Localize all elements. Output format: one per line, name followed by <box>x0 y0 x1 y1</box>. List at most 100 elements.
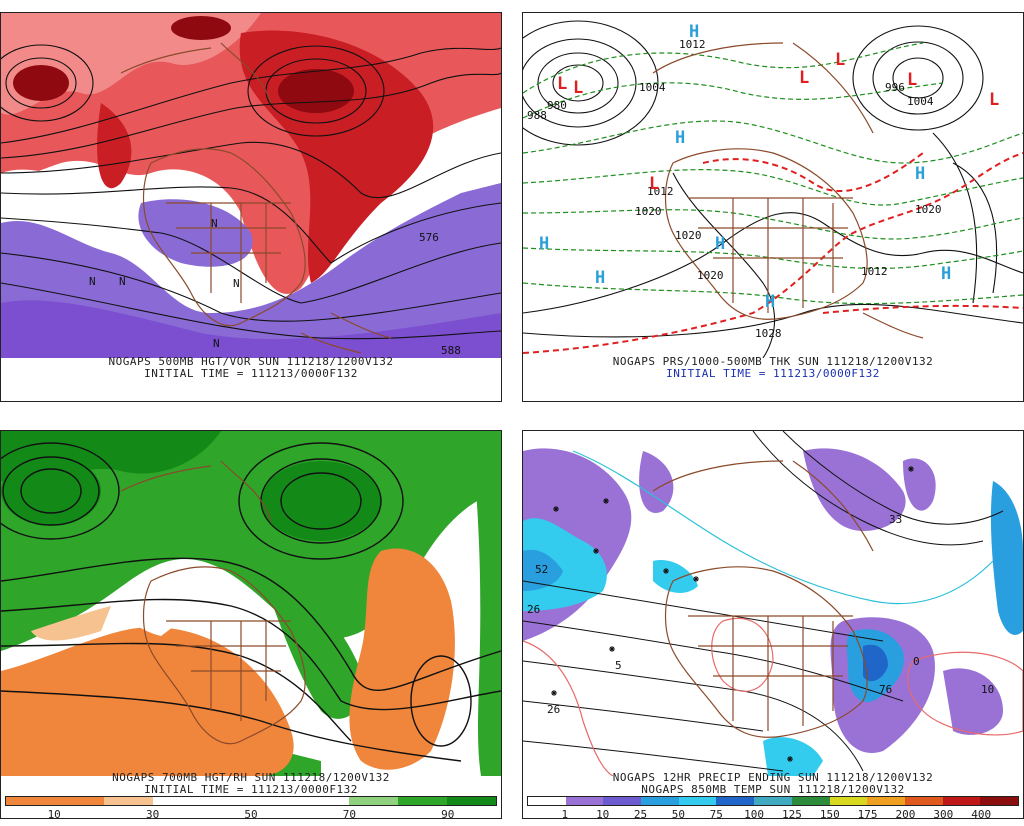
pressure-map-labels: 1012 1004 980 988 1012 1020 1020 1020 10… <box>527 22 999 340</box>
precip-legend-bar <box>527 796 1019 806</box>
isobar-label: 1020 <box>675 229 702 242</box>
high-pressure-marker: H <box>715 234 725 254</box>
legend-label: 75 <box>709 808 723 821</box>
high-pressure-marker: H <box>941 264 951 284</box>
legend-label: 150 <box>819 808 840 821</box>
legend-swatch <box>754 797 792 805</box>
legend-label: 10 <box>596 808 610 821</box>
panel-title: NOGAPS 500MB HGT/VOR SUN 111218/1200V132 <box>108 355 394 368</box>
low-pressure-marker: L <box>557 74 567 94</box>
legend-swatch <box>603 797 642 805</box>
panel-init-time: INITIAL TIME = 111213/0000F132 <box>666 367 880 380</box>
isobar-label: 1004 <box>907 95 934 108</box>
temp-label: 26 <box>527 603 540 616</box>
vorticity-map <box>1 13 501 358</box>
isobar-label: 1012 <box>679 38 706 51</box>
legend-swatch <box>153 797 202 805</box>
map-label: N <box>233 277 240 290</box>
panel-title: NOGAPS 700MB HGT/RH SUN 111218/1200V132 <box>112 771 390 784</box>
low-pressure-marker: L <box>799 68 809 88</box>
map-label: N <box>213 337 220 350</box>
panel-init-time: INITIAL TIME = 111213/0000F132 <box>144 783 358 796</box>
panel-700mb-hgt-rh: NOGAPS 700MB HGT/RH SUN 111218/1200V132 … <box>0 430 502 821</box>
legend-swatch <box>904 797 943 805</box>
legend-label: 1 <box>561 808 569 821</box>
panel-subtitle: NOGAPS 850MB TEMP SUN 111218/1200V132 <box>641 783 905 796</box>
legend-swatch <box>447 797 496 805</box>
temp-label: 33 <box>889 513 902 526</box>
isobar-label: 1028 <box>755 327 782 340</box>
humidity-map <box>1 431 501 776</box>
legend-swatch <box>716 797 755 805</box>
temp-label: 5 <box>615 659 622 672</box>
low-pressure-marker: L <box>573 78 583 98</box>
map-label: 576 <box>419 231 439 244</box>
legend-swatch <box>251 797 300 805</box>
isobar-label: 1020 <box>697 269 724 282</box>
legend-swatch <box>791 797 830 805</box>
map-label: N <box>89 275 96 288</box>
isobar-label: 1004 <box>639 81 666 94</box>
temp-label: 0 <box>913 655 920 668</box>
high-pressure-marker: H <box>689 22 699 42</box>
precip-legend: 1 10 25 50 75 100 125 150 175 200 300 400 <box>527 796 1019 826</box>
legend-label: 300 <box>933 808 954 821</box>
low-pressure-marker: L <box>989 90 999 110</box>
panel-pressure-thickness: 1012 1004 980 988 1012 1020 1020 1020 10… <box>522 12 1024 402</box>
legend-swatch <box>202 797 251 805</box>
legend-label: 10 <box>47 808 61 821</box>
panel-title: NOGAPS 12HR PRECIP ENDING SUN 111218/120… <box>612 771 934 784</box>
isobar-label: 988 <box>527 109 547 122</box>
low-pressure-marker: L <box>907 70 917 90</box>
legend-label: 30 <box>145 808 160 821</box>
pressure-map <box>523 13 1023 358</box>
isobar-label: 996 <box>885 81 905 94</box>
map-label: N <box>119 275 126 288</box>
legend-swatch <box>678 797 717 805</box>
legend-swatch <box>55 797 104 805</box>
legend-swatch <box>980 797 1018 805</box>
precip-map <box>523 431 1023 776</box>
isobar-label: 1012 <box>861 265 888 278</box>
legend-swatch <box>641 797 679 805</box>
high-pressure-marker: H <box>675 128 685 148</box>
low-pressure-marker: L <box>835 50 845 70</box>
legend-label: 50 <box>244 808 258 821</box>
legend-swatch <box>867 797 905 805</box>
high-pressure-marker: H <box>595 268 605 288</box>
panel-precip-850mb-temp: 52 26 76 26 0 5 33 10 NOGAPS 12HR PRECIP… <box>522 430 1024 821</box>
legend-swatch <box>942 797 981 805</box>
legend-swatch <box>829 797 868 805</box>
isobar-label: 1020 <box>915 203 942 216</box>
legend-swatch <box>398 797 447 805</box>
legend-swatch <box>6 797 55 805</box>
panel-500mb-hgt-vor: 576 588 N N N N N NOGAPS 500MB HGT/VOR S… <box>0 12 502 402</box>
isobar-label: 1020 <box>635 205 662 218</box>
temp-label: 76 <box>879 683 892 696</box>
high-pressure-marker: H <box>915 164 925 184</box>
legend-label: 175 <box>857 808 878 821</box>
legend-swatch <box>104 797 153 805</box>
precip-map-labels: 52 26 76 26 0 5 33 10 <box>527 513 994 716</box>
legend-label: 200 <box>895 808 916 821</box>
legend-swatch <box>349 797 398 805</box>
legend-label: 50 <box>671 808 685 821</box>
rh-legend-bar <box>5 796 497 806</box>
legend-label: 400 <box>971 808 992 821</box>
legend-swatch <box>300 797 349 805</box>
low-pressure-marker: L <box>649 174 659 194</box>
isobar-label: 1012 <box>647 185 674 198</box>
legend-swatch <box>565 797 604 805</box>
map-label: N <box>211 217 218 230</box>
high-pressure-marker: H <box>765 292 775 312</box>
legend-swatch <box>528 797 566 805</box>
legend-label: 90 <box>441 808 455 821</box>
map-label: 588 <box>441 344 461 357</box>
temp-label: 26 <box>547 703 560 716</box>
legend-label: 70 <box>342 808 357 821</box>
isobar-label: 980 <box>547 99 567 112</box>
panel-title: NOGAPS PRS/1000-500MB THK SUN 111218/120… <box>612 355 934 368</box>
temp-label: 52 <box>535 563 548 576</box>
temp-label: 10 <box>981 683 994 696</box>
legend-label: 100 <box>744 808 764 821</box>
